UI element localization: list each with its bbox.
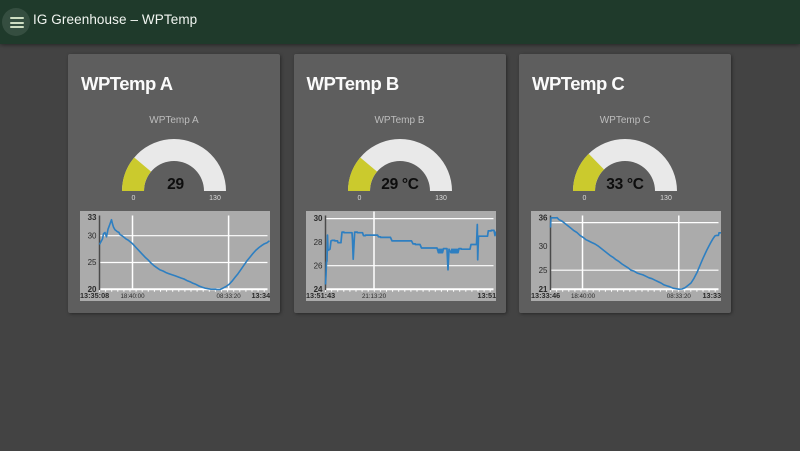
svg-text:13:34:48: 13:34:48 [252,291,271,300]
svg-text:30: 30 [539,242,548,251]
svg-text:0: 0 [583,195,587,202]
svg-text:13:33:28: 13:33:28 [703,291,722,300]
svg-text:13:51:43: 13:51:43 [306,291,335,300]
svg-text:0: 0 [357,195,361,202]
svg-text:29: 29 [167,176,184,193]
svg-text:30: 30 [88,232,97,241]
svg-text:25: 25 [88,258,97,267]
svg-text:20: 20 [88,285,97,294]
svg-text:130: 130 [435,195,447,202]
svg-text:36: 36 [539,214,548,223]
svg-text:30: 30 [313,214,322,223]
svg-text:130: 130 [660,195,672,202]
svg-text:13:35:08: 13:35:08 [80,291,109,300]
svg-text:33 °C: 33 °C [606,176,644,193]
svg-text:18:40:00: 18:40:00 [571,293,596,300]
svg-text:28: 28 [313,238,322,247]
svg-text:08:33:20: 08:33:20 [667,293,692,300]
svg-text:0: 0 [132,195,136,202]
svg-text:24: 24 [313,285,322,294]
svg-text:08:33:20: 08:33:20 [217,293,242,300]
svg-text:26: 26 [313,262,322,271]
svg-text:21: 21 [539,285,548,294]
svg-text:21:13:20: 21:13:20 [361,293,386,300]
svg-text:29 °C: 29 °C [381,176,419,193]
svg-text:130: 130 [209,195,221,202]
svg-text:18:40:00: 18:40:00 [120,293,145,300]
svg-text:13:33:46: 13:33:46 [531,291,560,300]
svg-text:13:51:35: 13:51:35 [477,291,496,300]
svg-text:33: 33 [88,213,97,222]
svg-text:25: 25 [539,266,548,275]
